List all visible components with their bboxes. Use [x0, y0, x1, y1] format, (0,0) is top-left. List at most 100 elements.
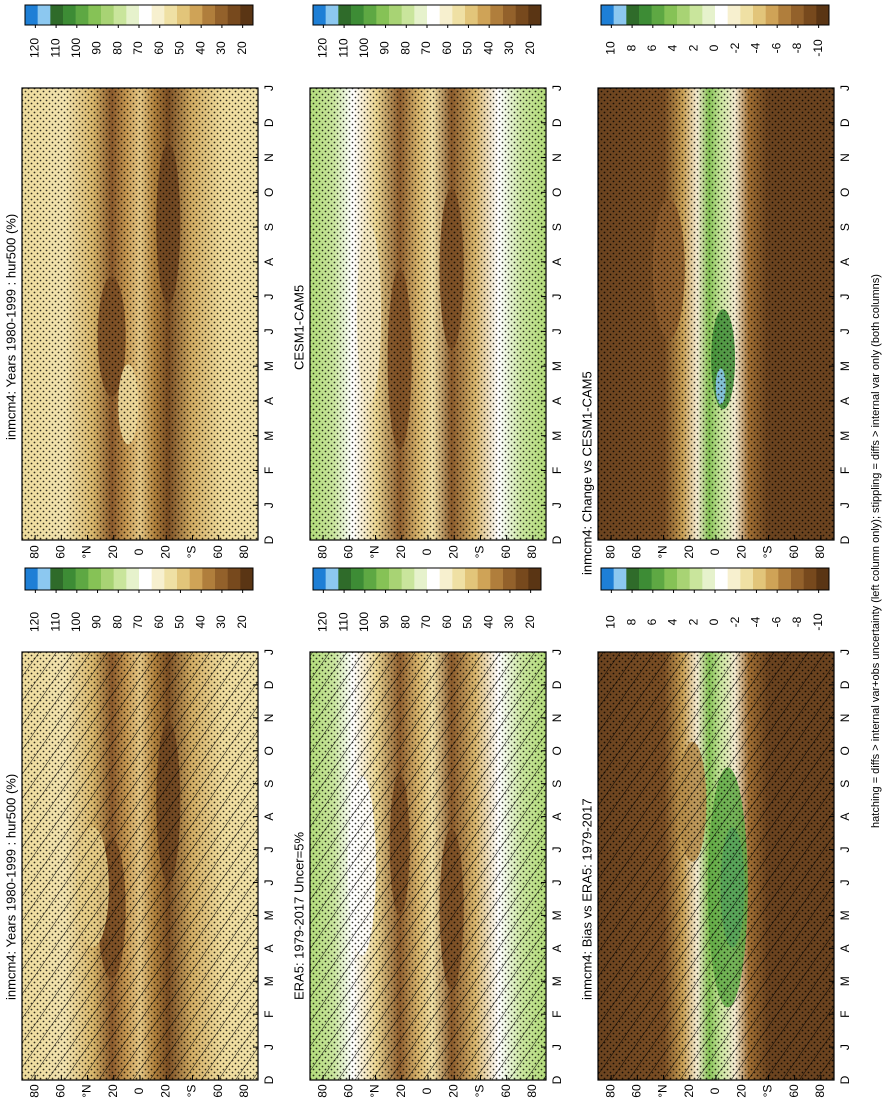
- x-tick-label: °S: [761, 1085, 775, 1098]
- colorbar-cell: [202, 568, 216, 590]
- panel: [597, 4, 835, 541]
- month-label: S: [550, 223, 564, 231]
- x-tick-label: °N: [656, 1084, 670, 1097]
- hatching: [310, 652, 546, 1080]
- colorbar-cell: [803, 5, 817, 25]
- month-label: O: [838, 746, 852, 755]
- colorbar-label: 30: [214, 615, 228, 629]
- colorbar-cell: [515, 568, 529, 590]
- x-tick-label: 0: [420, 548, 434, 555]
- colorbar-cell: [75, 568, 89, 590]
- colorbar-label: 80: [110, 41, 124, 55]
- colorbar-cell: [177, 568, 190, 590]
- colorbar-cell: [601, 5, 614, 25]
- x-tick-label: 20: [106, 1084, 120, 1098]
- colorbar-label: 40: [481, 615, 495, 629]
- colorbar-cell: [740, 568, 754, 590]
- x-tick-label: 60: [342, 1084, 356, 1098]
- colorbar-label: 60: [152, 615, 166, 629]
- x-tick-label: 20: [734, 1084, 748, 1098]
- colorbar-label: 30: [214, 41, 228, 55]
- month-label: J: [262, 847, 276, 853]
- panel: [21, 567, 259, 1081]
- colorbar-cell: [613, 568, 627, 590]
- month-label: J: [838, 1044, 852, 1050]
- colorbar-cell: [215, 5, 228, 25]
- colorbar-cell: [740, 5, 754, 25]
- month-label: S: [262, 780, 276, 788]
- colorbar-label: 90: [378, 41, 392, 55]
- colorbar-label: 10: [604, 615, 618, 629]
- colorbar-label: 80: [398, 41, 412, 55]
- month-label: J: [838, 294, 852, 300]
- x-tick-label: 20: [682, 1084, 696, 1098]
- month-label: A: [550, 258, 564, 266]
- colorbar-label: 40: [193, 41, 207, 55]
- colorbar-label: -6: [769, 616, 783, 627]
- month-label: N: [838, 714, 852, 723]
- colorbar-cell: [151, 568, 165, 590]
- colorbar-label: 100: [69, 38, 83, 58]
- month-label: M: [550, 431, 564, 441]
- colorbar-cell: [503, 5, 516, 25]
- month-label: F: [550, 1010, 564, 1017]
- colorbar-cell: [515, 5, 529, 25]
- colorbar-cell: [202, 5, 216, 25]
- colorbar-cell: [139, 568, 152, 590]
- month-label: M: [550, 910, 564, 920]
- colorbar-cell: [664, 568, 678, 590]
- colorbar-label: 50: [173, 41, 187, 55]
- month-label: J: [838, 649, 852, 655]
- colorbar-cell: [63, 5, 76, 25]
- month-label: F: [838, 1010, 852, 1017]
- colorbar-label: 80: [110, 615, 124, 629]
- x-tick-label: 0: [708, 1087, 722, 1094]
- colorbar-cell: [164, 568, 178, 590]
- colorbar-cell: [465, 5, 478, 25]
- x-tick-label: 60: [54, 545, 68, 559]
- colorbar-cell: [765, 5, 779, 25]
- colorbar-cell: [351, 5, 364, 25]
- x-tick-label: 60: [54, 1084, 68, 1098]
- month-label: F: [262, 467, 276, 474]
- x-tick-label: 0: [708, 548, 722, 555]
- colorbar-label: 4: [666, 44, 680, 51]
- month-label: F: [262, 1010, 276, 1017]
- x-tick-label: 20: [106, 545, 120, 559]
- caption: hatching = diffs > internal var+obs unce…: [870, 274, 882, 828]
- colorbar-label: 50: [173, 615, 187, 629]
- colorbar-label: 110: [336, 38, 350, 57]
- colorbar-label: -4: [749, 616, 763, 627]
- x-tick-label: 20: [158, 1084, 172, 1098]
- colorbar-cell: [528, 5, 542, 25]
- panel-title: inmcm4: Years 1980-1999 : hur500 (%): [3, 214, 18, 440]
- x-tick-label: 80: [813, 545, 827, 559]
- colorbar-cell: [88, 5, 102, 25]
- x-tick-label: 80: [525, 1084, 539, 1098]
- colorbar-cell: [816, 568, 830, 590]
- x-tick-label: 60: [787, 545, 801, 559]
- colorbar-cell: [689, 5, 703, 25]
- colorbar-label: 90: [378, 615, 392, 629]
- x-tick-label: 60: [499, 545, 513, 559]
- month-label: A: [262, 944, 276, 952]
- colorbar-cell: [50, 5, 64, 25]
- colorbar-cell: [189, 568, 203, 590]
- colorbar-cell: [50, 568, 64, 590]
- colorbar-cell: [452, 5, 466, 25]
- colorbar-label: 70: [131, 615, 145, 629]
- x-tick-label: 80: [315, 545, 329, 559]
- colorbar-label: 90: [90, 41, 104, 55]
- month-label: J: [262, 85, 276, 91]
- month-label: S: [838, 223, 852, 231]
- colorbar-label: -10: [811, 39, 825, 57]
- month-label: S: [550, 780, 564, 788]
- x-tick-label: 20: [394, 1084, 408, 1098]
- colorbar-cell: [715, 5, 728, 25]
- colorbar-cell: [376, 568, 390, 590]
- colorbar-cell: [37, 568, 51, 590]
- colorbar-cell: [477, 5, 491, 25]
- colorbar-label: 0: [707, 44, 721, 51]
- colorbar-label: 90: [90, 615, 104, 629]
